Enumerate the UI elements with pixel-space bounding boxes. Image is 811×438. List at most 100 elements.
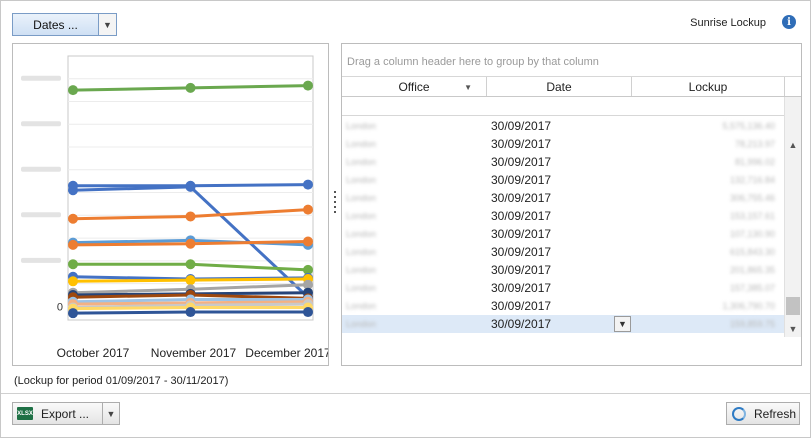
data-point xyxy=(303,264,313,275)
chevron-down-icon[interactable]: ▼ xyxy=(99,14,116,35)
refresh-icon xyxy=(732,406,746,421)
lockup-cell[interactable]: 615,843.30 xyxy=(729,247,775,257)
lockup-cell[interactable]: 1,306,790.70 xyxy=(722,301,775,311)
lockup-grid: Drag a column header here to group by th… xyxy=(341,43,802,366)
lockup-cell[interactable]: 78,213.97 xyxy=(734,139,775,149)
table-row[interactable]: London 30/09/2017 132,716.84 xyxy=(342,171,785,189)
lockup-line-chart: 0 October 2017 November 2017 December 2017 xyxy=(21,55,331,360)
data-point xyxy=(68,276,78,287)
table-row[interactable]: London 30/09/2017 306,755.46 xyxy=(342,189,785,207)
lockup-cell[interactable]: 153,157.61 xyxy=(729,211,775,221)
lockup-cell[interactable]: 157,385.07 xyxy=(729,283,775,293)
date-cell[interactable]: 30/09/2017 xyxy=(491,155,552,169)
lockup-cell[interactable]: 5,575,136.40 xyxy=(722,121,775,131)
date-cell[interactable]: 30/09/2017 xyxy=(491,191,552,205)
date-cell[interactable]: 30/09/2017 xyxy=(491,119,552,133)
x-tick-label: October 2017 xyxy=(57,346,130,360)
date-dropdown-icon[interactable]: ▼ xyxy=(614,316,631,332)
table-row[interactable]: London 30/09/2017 5,575,136.40 xyxy=(342,117,785,135)
panel-splitter[interactable] xyxy=(332,191,338,213)
office-cell[interactable]: London xyxy=(346,265,377,275)
date-cell[interactable]: 30/09/2017 xyxy=(491,227,552,241)
table-row[interactable]: London 30/09/2017 1,306,790.70 xyxy=(342,297,785,315)
date-cell[interactable]: 30/09/2017 xyxy=(491,209,552,223)
table-row[interactable]: London 30/09/2017 78,213.97 xyxy=(342,135,785,153)
table-row[interactable]: London 30/09/2017 159,859.75 ▼ xyxy=(342,315,785,333)
lockup-cell[interactable]: 201,865.35 xyxy=(729,265,775,275)
scroll-down-icon[interactable]: ▼ xyxy=(788,324,798,334)
blurred-tick-label xyxy=(21,166,61,172)
chevron-down-icon[interactable]: ▼ xyxy=(106,408,116,419)
column-header-date[interactable]: Date xyxy=(487,77,632,96)
excel-icon: XLSX xyxy=(17,407,33,420)
data-point xyxy=(303,307,313,318)
table-row[interactable]: London 30/09/2017 153,157.61 xyxy=(342,207,785,225)
office-cell[interactable]: London xyxy=(346,139,377,149)
lockup-cell[interactable]: 132,716.84 xyxy=(729,175,775,185)
dates-split-button[interactable]: Dates ... ▼ xyxy=(12,13,117,36)
data-point xyxy=(303,236,313,247)
data-point xyxy=(303,204,313,215)
office-cell[interactable]: London xyxy=(346,229,377,239)
date-cell[interactable]: 30/09/2017 xyxy=(491,299,552,313)
column-header-office[interactable]: Office ▼ xyxy=(342,77,487,96)
period-note: (Lockup for period 01/09/2017 - 30/11/20… xyxy=(14,375,229,387)
office-cell[interactable]: London xyxy=(346,121,377,131)
group-by-panel[interactable]: Drag a column header here to group by th… xyxy=(342,44,801,77)
office-cell[interactable]: London xyxy=(346,283,377,293)
column-header-label: Office xyxy=(398,79,430,94)
office-cell[interactable]: London xyxy=(346,175,377,185)
vertical-scrollbar[interactable]: ▲ ▼ xyxy=(784,97,801,337)
data-point xyxy=(185,307,196,318)
scroll-up-icon[interactable]: ▲ xyxy=(788,140,798,150)
grid-header: Office ▼ Date Lockup xyxy=(342,77,801,97)
data-point xyxy=(185,275,196,286)
refresh-label: Refresh xyxy=(754,406,797,421)
date-cell[interactable]: 30/09/2017 xyxy=(491,173,552,187)
table-row[interactable]: London 30/09/2017 615,843.30 xyxy=(342,243,785,261)
blurred-tick-label xyxy=(21,121,61,127)
date-cell[interactable]: 30/09/2017 xyxy=(491,263,552,277)
data-point xyxy=(68,213,78,224)
data-point xyxy=(185,82,196,93)
column-header-lockup[interactable]: Lockup xyxy=(632,77,785,96)
blurred-tick-label xyxy=(21,257,61,263)
dates-button[interactable]: Dates ... xyxy=(13,14,99,35)
date-cell[interactable]: 30/09/2017 xyxy=(491,317,552,331)
scroll-thumb[interactable] xyxy=(786,297,800,315)
info-icon[interactable]: i xyxy=(782,15,796,29)
data-point xyxy=(68,259,78,270)
column-header-label: Lockup xyxy=(688,79,728,94)
column-header-label: Date xyxy=(546,79,572,94)
date-cell[interactable]: 30/09/2017 xyxy=(491,245,552,259)
date-cell[interactable]: 30/09/2017 xyxy=(491,137,552,151)
sort-arrow-icon[interactable]: ▼ xyxy=(464,83,472,92)
office-cell[interactable]: London xyxy=(346,301,377,311)
table-row[interactable]: London 30/09/2017 107,130.90 xyxy=(342,225,785,243)
office-cell[interactable]: London xyxy=(346,157,377,167)
office-cell[interactable]: London xyxy=(346,193,377,203)
refresh-button[interactable]: Refresh xyxy=(726,402,800,425)
auto-filter-row[interactable] xyxy=(342,97,785,116)
chart-panel: 0 October 2017 November 2017 December 2017 xyxy=(12,43,331,366)
data-point xyxy=(185,211,196,222)
table-row[interactable]: London 30/09/2017 81,996.02 xyxy=(342,153,785,171)
data-point xyxy=(303,279,313,290)
lockup-cell[interactable]: 306,755.46 xyxy=(729,193,775,203)
office-cell[interactable]: London xyxy=(346,319,377,329)
date-cell[interactable]: 30/09/2017 xyxy=(491,281,552,295)
data-point xyxy=(185,238,196,249)
export-button[interactable]: XLSX Export ... xyxy=(13,403,103,424)
data-point xyxy=(303,80,313,91)
lockup-cell[interactable]: 159,859.75 xyxy=(729,319,775,329)
office-cell[interactable]: London xyxy=(346,247,377,257)
table-row[interactable]: London 30/09/2017 201,865.35 xyxy=(342,261,785,279)
lockup-cell[interactable]: 107,130.90 xyxy=(729,229,775,239)
export-label: Export ... xyxy=(41,406,90,421)
grid-rows: London 30/09/2017 5,575,136.40 London 30/09/… xyxy=(342,117,785,333)
office-cell[interactable]: London xyxy=(346,211,377,221)
export-split-button[interactable]: XLSX Export ... ▼ xyxy=(12,402,120,425)
lockup-cell[interactable]: 81,996.02 xyxy=(734,157,775,167)
table-row[interactable]: London 30/09/2017 157,385.07 xyxy=(342,279,785,297)
